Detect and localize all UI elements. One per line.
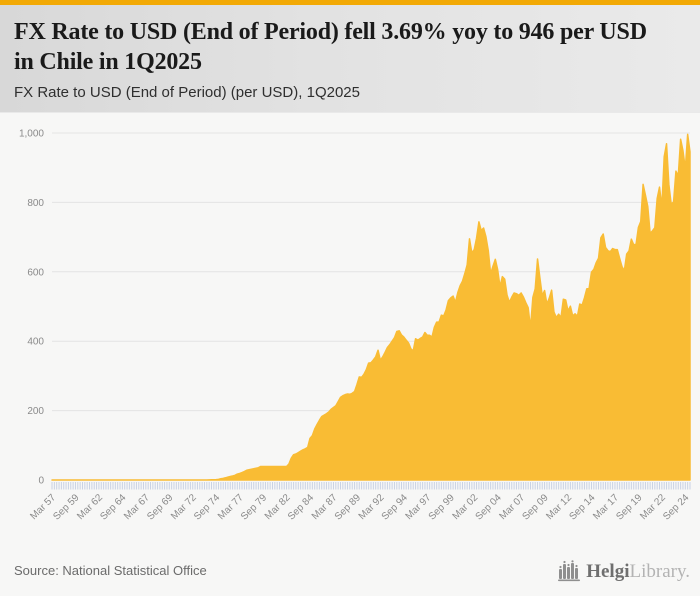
x-tick-label: Sep 74 — [192, 492, 222, 522]
y-tick-label: 600 — [27, 267, 44, 278]
source-text: Source: National Statistical Office — [14, 563, 207, 578]
x-tick-label: Sep 59 — [51, 492, 81, 522]
y-tick-label: 0 — [38, 476, 44, 487]
page-title: FX Rate to USD (End of Period) fell 3.69… — [14, 19, 647, 75]
logo-text: HelgiLibrary. — [586, 560, 691, 582]
y-tick-label: 800 — [27, 198, 44, 209]
logo-text-secondary: Library. — [629, 560, 691, 582]
chart-area: 0 200 400 600 800 1,000 Mar 57 Sep 59 Mar 62 Sep … — [0, 113, 700, 545]
x-tick-label: Sep 79 — [239, 492, 269, 522]
area-series — [51, 133, 691, 481]
page-header: FX Rate to USD (End of Period) fell 3.69… — [0, 5, 700, 113]
helgi-library-logo: HelgiLibrary. — [558, 559, 691, 582]
x-tick-label: Sep 19 — [614, 492, 644, 522]
x-axis-ticks — [51, 482, 691, 490]
x-tick-label: Sep 89 — [333, 492, 363, 522]
x-tick-label: Sep 94 — [380, 492, 410, 522]
page-footer: Source: National Statistical Office Helg… — [0, 545, 700, 596]
x-tick-label: Sep 24 — [661, 492, 691, 522]
x-tick-label: Sep 99 — [427, 492, 457, 522]
accent-bar — [0, 0, 700, 5]
x-tick-label: Sep 69 — [145, 492, 175, 522]
bar-chart-logo-icon — [558, 559, 581, 581]
y-tick-label: 200 — [27, 406, 44, 417]
x-tick-label: Sep 09 — [520, 492, 550, 522]
logo-text-primary: Helgi — [586, 560, 630, 582]
page-subtitle: FX Rate to USD (End of Period) (per USD)… — [14, 84, 360, 101]
y-tick-label: 400 — [27, 337, 44, 348]
x-tick-label: Sep 14 — [567, 492, 597, 522]
x-tick-label: Sep 64 — [98, 492, 128, 522]
y-tick-label: 1,000 — [19, 129, 44, 140]
x-tick-label: Sep 04 — [474, 492, 504, 522]
y-axis-labels: 0 200 400 600 800 1,000 — [19, 129, 44, 487]
x-tick-label: Sep 84 — [286, 492, 316, 522]
